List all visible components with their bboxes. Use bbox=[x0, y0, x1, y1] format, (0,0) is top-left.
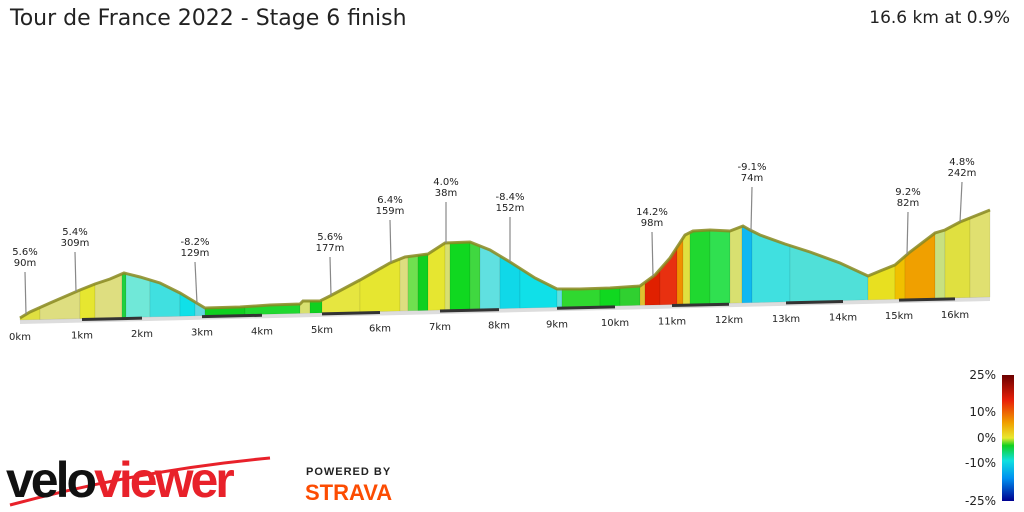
annotation-grade: -8.4% bbox=[495, 192, 524, 203]
axis-tick-label: 8km bbox=[488, 321, 510, 332]
annotation-grade: 5.6% bbox=[317, 232, 342, 243]
gradient-legend-bar bbox=[1002, 375, 1014, 501]
gradient-segment bbox=[741, 225, 753, 304]
axis-tick-label: 0km bbox=[9, 332, 31, 343]
gradient-segment bbox=[121, 272, 127, 318]
legend-label-0: 0% bbox=[976, 431, 996, 445]
axis-tick-label: 9km bbox=[546, 319, 568, 330]
km-bar bbox=[785, 299, 844, 305]
km-bar bbox=[81, 316, 143, 322]
annotation-length: 242m bbox=[948, 168, 977, 179]
km-bar bbox=[439, 308, 500, 313]
annotation-grade: 6.4% bbox=[377, 195, 402, 206]
annotation-leader bbox=[24, 271, 27, 315]
gradient-segment bbox=[934, 229, 946, 299]
axis-tick-label: 7km bbox=[429, 322, 451, 333]
gradient-segment bbox=[944, 217, 971, 299]
annotation-leader bbox=[194, 261, 198, 304]
gradient-segment bbox=[449, 241, 471, 311]
axis-tick-label: 15km bbox=[885, 311, 913, 322]
km-bar bbox=[898, 297, 956, 302]
gradient-segment bbox=[969, 209, 991, 298]
axis-tick-label: 5km bbox=[311, 325, 333, 336]
axis-tick-label: 12km bbox=[715, 315, 743, 326]
gradient-segment bbox=[599, 287, 621, 307]
gradient-segment bbox=[682, 232, 691, 305]
axis-tick-label: 3km bbox=[191, 328, 213, 339]
gradient-segment bbox=[729, 225, 743, 304]
gradient-segment bbox=[519, 267, 558, 309]
legend-label-minus10: -10% bbox=[964, 456, 996, 470]
annotation-grade: 9.2% bbox=[895, 187, 920, 198]
annotation-length: 74m bbox=[741, 173, 763, 184]
annotation-length: 129m bbox=[181, 248, 210, 259]
logo-swoosh bbox=[9, 456, 271, 507]
gradient-segment bbox=[619, 285, 641, 307]
km-bar bbox=[321, 310, 381, 316]
annotation-leader bbox=[750, 186, 753, 231]
gradient-segment bbox=[659, 246, 678, 306]
axis-tick-label: 11km bbox=[658, 317, 686, 328]
annotation-grade: 4.0% bbox=[433, 177, 458, 188]
axis-tick-label: 14km bbox=[829, 312, 857, 323]
axis-tick-label: 10km bbox=[601, 318, 629, 329]
gradient-segment bbox=[499, 255, 521, 309]
annotation-leader bbox=[389, 219, 392, 263]
gradient-segment bbox=[709, 229, 731, 304]
gradient-segment bbox=[556, 288, 563, 308]
axis-tick-label: 16km bbox=[941, 310, 969, 321]
gradient-segment bbox=[689, 229, 711, 305]
powered-by-label: POWERED BY bbox=[306, 466, 392, 478]
gradient-segment bbox=[444, 242, 451, 311]
annotation-leader bbox=[329, 256, 332, 296]
gradient-segment bbox=[417, 253, 429, 311]
gradient-segment bbox=[359, 258, 401, 313]
axis-tick-label: 1km bbox=[71, 331, 93, 342]
veloviewer-logo: veloviewer bbox=[6, 452, 235, 508]
legend-label-25: 25% bbox=[969, 368, 996, 382]
axis-tick-label: 4km bbox=[251, 326, 273, 337]
gradient-segment bbox=[407, 254, 419, 312]
annotation-length: 98m bbox=[641, 218, 663, 229]
stage-summary: 16.6 km at 0.9% bbox=[869, 8, 1010, 28]
annotation-grade: 5.6% bbox=[12, 247, 37, 258]
gradient-segment bbox=[561, 288, 601, 308]
annotation-leader bbox=[906, 211, 909, 255]
annotation-leader bbox=[74, 251, 77, 292]
page-title: Tour de France 2022 - Stage 6 finish bbox=[10, 6, 407, 31]
annotation-length: 90m bbox=[14, 258, 36, 269]
annotation-length: 177m bbox=[316, 243, 345, 254]
annotation-length: 309m bbox=[61, 238, 90, 249]
gradient-segment bbox=[751, 230, 791, 303]
annotation-length: 82m bbox=[897, 198, 919, 209]
annotation-grade: 14.2% bbox=[636, 207, 668, 218]
annotation-grade: -9.1% bbox=[737, 162, 766, 173]
annotation-grade: 4.8% bbox=[949, 157, 974, 168]
annotation-length: 38m bbox=[435, 188, 457, 199]
gradient-segment bbox=[399, 256, 409, 312]
legend-label-minus25: -25% bbox=[964, 494, 996, 508]
gradient-segment bbox=[789, 245, 869, 303]
axis-tick-label: 13km bbox=[772, 314, 800, 325]
strava-logo: STRAVA bbox=[305, 480, 393, 505]
annotation-length: 159m bbox=[376, 206, 405, 217]
gradient-segment bbox=[469, 241, 481, 310]
axis-tick-label: 6km bbox=[369, 323, 391, 334]
annotation-length: 152m bbox=[496, 203, 525, 214]
annotation-grade: 5.4% bbox=[62, 227, 87, 238]
axis-tick-label: 2km bbox=[131, 329, 153, 340]
km-bar bbox=[671, 302, 730, 308]
legend-label-10: 10% bbox=[969, 405, 996, 419]
profile-baseline bbox=[20, 297, 990, 324]
km-bar bbox=[201, 313, 263, 319]
km-bar bbox=[556, 305, 616, 310]
annotation-leader bbox=[959, 181, 963, 223]
annotation-grade: -8.2% bbox=[180, 237, 209, 248]
annotation-leader bbox=[651, 231, 654, 277]
